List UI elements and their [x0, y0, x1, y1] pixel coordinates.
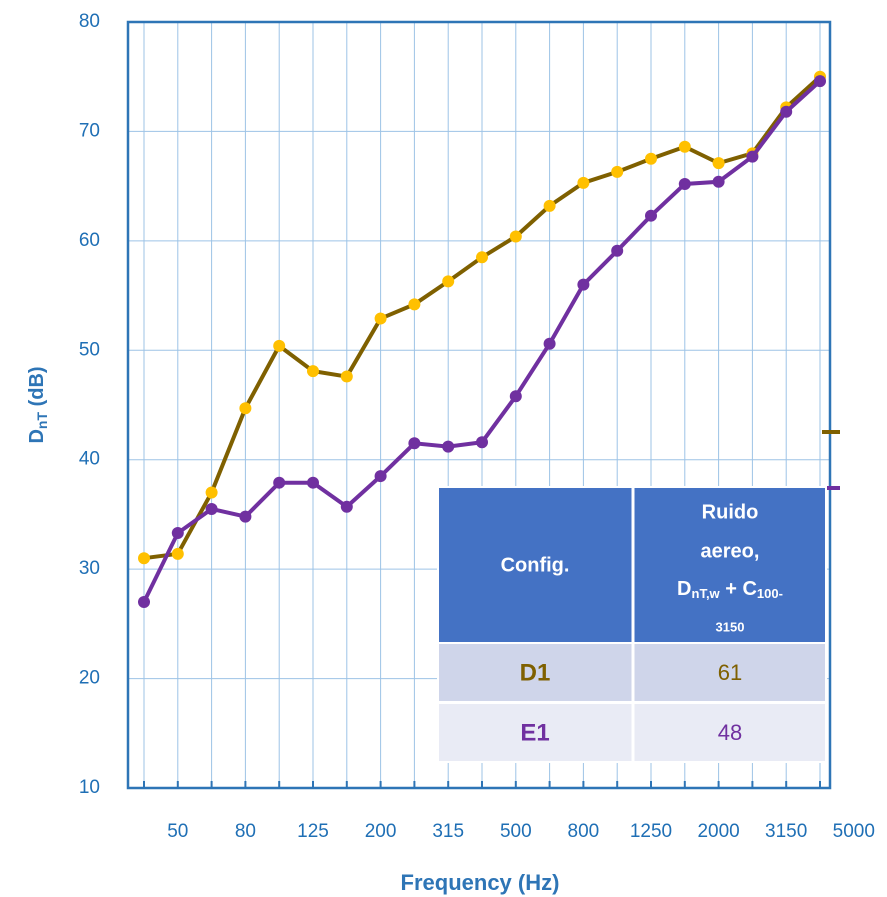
header-part: D	[677, 578, 691, 600]
data-point	[205, 486, 218, 499]
data-point	[476, 251, 488, 264]
data-point	[509, 390, 522, 403]
data-point	[577, 278, 590, 291]
table-cell: 48	[718, 720, 742, 745]
header-part: 100-	[757, 586, 783, 601]
data-point	[509, 230, 522, 243]
y-tick-label: 80	[79, 11, 100, 32]
data-point	[678, 177, 691, 190]
x-tick-label: 3150	[765, 821, 807, 842]
x-tick-label: 5000	[833, 821, 875, 842]
table-header-cell: 3150	[716, 619, 745, 634]
data-point	[205, 502, 218, 515]
data-point	[712, 175, 725, 188]
x-axis-title: Frequency (Hz)	[401, 870, 560, 895]
data-point	[138, 595, 150, 608]
data-point	[340, 500, 353, 513]
data-point	[611, 165, 624, 178]
x-tick-label: 200	[365, 821, 397, 842]
data-point	[408, 298, 421, 311]
y-tick-label: 50	[79, 339, 100, 360]
data-point	[712, 157, 725, 170]
table-header-cell: Ruido	[702, 501, 759, 523]
table-cell: 61	[718, 660, 742, 685]
data-point	[307, 365, 319, 378]
data-point	[476, 436, 488, 449]
data-point	[746, 150, 759, 163]
y-title-sub: nT	[34, 412, 50, 430]
y-title-unit: (dB)	[26, 366, 48, 412]
data-point	[611, 244, 624, 257]
data-point	[442, 275, 455, 288]
header-part: + C	[720, 578, 757, 600]
y-tick-label: 10	[79, 777, 100, 798]
data-point	[442, 440, 455, 453]
data-point	[138, 552, 150, 565]
y-title-main: D	[26, 429, 48, 443]
data-point	[645, 152, 657, 165]
x-tick-label: 1250	[630, 821, 672, 842]
data-point	[307, 476, 319, 489]
data-point	[780, 105, 793, 118]
data-point	[171, 527, 184, 540]
x-tick-label: 80	[235, 821, 256, 842]
x-tick-label: 500	[500, 821, 532, 842]
data-point	[273, 339, 286, 352]
data-point	[239, 402, 252, 415]
data-point	[374, 470, 387, 483]
y-tick-label: 70	[79, 120, 100, 141]
data-point	[374, 312, 387, 325]
data-point	[273, 476, 286, 489]
x-tick-label: 315	[432, 821, 464, 842]
data-point	[678, 140, 691, 153]
y-axis-title: DnT (dB)	[26, 366, 49, 443]
x-tick-label: 50	[167, 821, 188, 842]
table-header-cell: Config.	[501, 554, 570, 576]
plot-border	[126, 20, 832, 790]
x-tick-label: 2000	[697, 821, 739, 842]
table-header-cell: DnT,w + C100-	[677, 578, 783, 601]
data-point	[814, 75, 826, 88]
x-tick-label: 125	[297, 821, 329, 842]
data-point	[543, 199, 556, 212]
data-point	[543, 337, 556, 350]
y-tick-label: 20	[79, 668, 100, 689]
data-point	[239, 510, 252, 523]
data-point	[577, 176, 590, 189]
data-point	[171, 547, 184, 560]
x-tick-label: 800	[568, 821, 600, 842]
y-tick-label: 60	[79, 230, 100, 251]
header-part: nT,w	[692, 586, 721, 601]
y-tick-label: 30	[79, 558, 100, 579]
y-tick-label: 40	[79, 449, 100, 470]
data-point	[645, 209, 657, 222]
table-cell: D1	[520, 659, 551, 686]
data-point	[408, 437, 421, 450]
table-cell: E1	[520, 719, 549, 746]
table-header-cell: aereo,	[701, 540, 760, 562]
data-point	[340, 370, 353, 383]
